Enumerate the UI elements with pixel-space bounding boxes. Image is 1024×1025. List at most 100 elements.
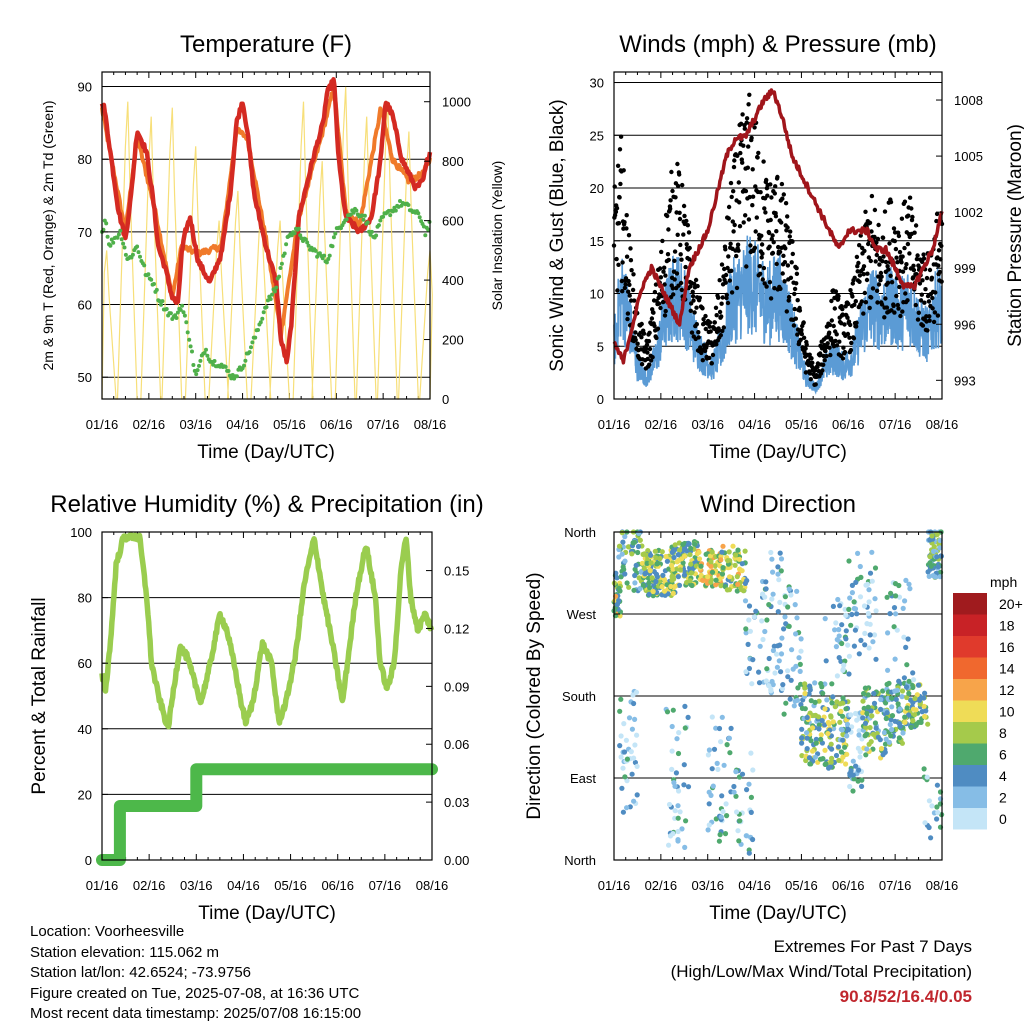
direction-point	[739, 561, 745, 567]
gust-point	[777, 249, 783, 255]
gust-point	[931, 319, 937, 325]
direction-point	[872, 720, 879, 726]
gust-point	[624, 213, 629, 218]
direction-point	[910, 684, 916, 691]
gust-point	[892, 238, 897, 244]
dewpoint-point	[365, 220, 370, 225]
direction-point	[840, 700, 846, 706]
direction-point	[673, 770, 680, 776]
gust-point	[789, 260, 794, 265]
winds-xlabel: Time (Day/UTC)	[709, 442, 847, 463]
gust-point	[731, 229, 736, 234]
gust-point	[875, 300, 880, 305]
direction-point	[688, 570, 695, 576]
humidity-panel: 01/16 02/16 03/16 04/16 05/16 06/16 07/16 08/16…	[29, 491, 484, 924]
direction-point	[889, 704, 895, 710]
dewpoint-point	[333, 231, 338, 236]
direction-point	[887, 611, 893, 617]
gust-point	[905, 241, 911, 247]
direction-point	[733, 552, 739, 558]
dewpoint-point	[261, 310, 266, 315]
gust-point	[813, 382, 818, 387]
gust-point	[920, 278, 925, 283]
gust-point	[735, 242, 741, 247]
direction-point	[620, 765, 626, 771]
gust-point	[686, 230, 692, 235]
gust-point	[674, 271, 680, 276]
direction-point	[799, 735, 805, 741]
direction-point	[850, 772, 856, 778]
direction-point	[614, 575, 620, 581]
direction-point	[870, 746, 876, 752]
speed-legend: mph 20+ 18 16 14 12 10 8 6 4 2 0	[953, 574, 1023, 830]
direction-point	[626, 715, 633, 721]
gust-point	[895, 230, 901, 235]
gust-point	[710, 343, 715, 348]
dewpoint-point	[398, 199, 402, 203]
direction-point	[926, 573, 932, 580]
direction-point	[889, 726, 895, 733]
gust-point	[919, 292, 924, 297]
dewpoint-point	[111, 240, 116, 245]
x-tick-label: 08/16	[926, 878, 959, 893]
direction-point	[756, 669, 762, 675]
y-tick-label-right: 1000	[442, 95, 471, 110]
gust-point	[804, 342, 809, 347]
direction-point	[746, 781, 752, 787]
direction-point	[881, 730, 888, 736]
direction-point	[906, 690, 912, 697]
direction-point	[631, 700, 637, 707]
direction-point	[783, 700, 789, 706]
direction-point	[670, 590, 676, 597]
y-tick-label: North	[564, 853, 596, 868]
gust-point	[840, 312, 845, 317]
dewpoint-point	[292, 231, 297, 236]
gust-point	[783, 246, 788, 251]
gust-point	[743, 213, 748, 218]
gust-point	[768, 217, 773, 223]
gust-point	[731, 164, 737, 170]
gust-point	[729, 290, 735, 295]
temperature-ylabel: 2m & 9m T (Red, Orange) & 2m Td (Green)	[40, 101, 56, 371]
direction-point	[707, 553, 714, 559]
direction-point	[705, 827, 711, 833]
gust-point	[891, 303, 896, 309]
gust-point	[776, 244, 781, 250]
gust-point	[617, 195, 622, 200]
direction-point	[671, 554, 677, 561]
direction-point	[871, 700, 878, 707]
gust-point	[769, 236, 774, 242]
direction-point	[922, 690, 928, 696]
gust-point	[616, 221, 622, 226]
direction-point	[935, 564, 941, 570]
gust-point	[672, 277, 677, 282]
legend-label: 16	[999, 639, 1015, 655]
direction-point	[873, 656, 879, 662]
direction-point	[860, 710, 866, 716]
direction-point	[635, 543, 642, 550]
gust-point	[926, 299, 932, 304]
dewpoint-point	[205, 353, 210, 358]
gust-point	[807, 371, 813, 376]
gust-point	[677, 210, 682, 215]
dewpoint-point	[135, 244, 140, 249]
y-tick-label: 80	[78, 152, 92, 167]
direction-point	[641, 565, 647, 571]
direction-point	[928, 835, 934, 841]
direction-point	[793, 663, 799, 669]
direction-point	[646, 591, 652, 597]
gust-point	[877, 262, 882, 267]
gust-point	[753, 229, 758, 234]
direction-point	[629, 771, 635, 777]
gust-point	[803, 346, 808, 351]
dewpoint-point	[354, 208, 359, 213]
direction-point	[849, 590, 856, 596]
direction-point	[889, 713, 896, 719]
direction-point	[793, 631, 799, 637]
dewpoint-point	[270, 292, 275, 297]
direction-point	[865, 692, 871, 698]
gust-point	[886, 267, 891, 272]
gust-point	[885, 280, 891, 285]
direction-point	[891, 624, 897, 630]
gust-point	[910, 214, 915, 220]
